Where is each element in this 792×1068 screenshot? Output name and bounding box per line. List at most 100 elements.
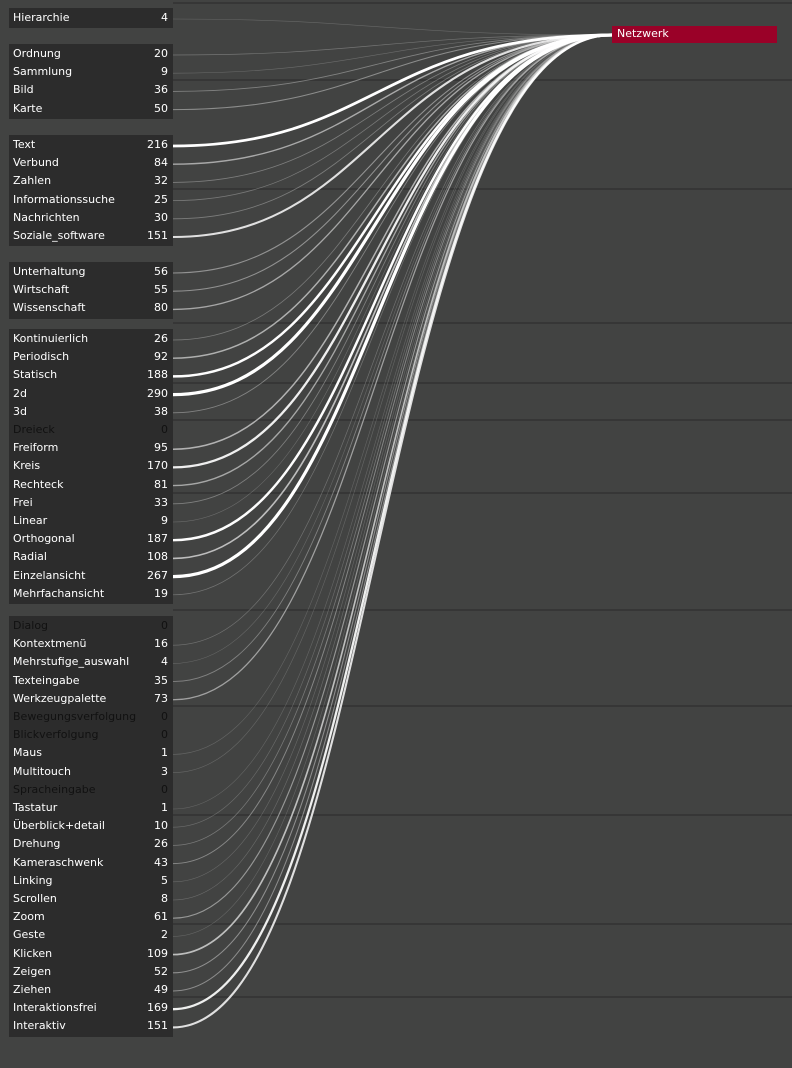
category-row[interactable]: Karte 50 <box>9 100 173 118</box>
target-node-netzwerk[interactable]: Netzwerk <box>612 26 777 43</box>
category-row[interactable]: Zahlen 32 <box>9 172 173 190</box>
category-label: Bewegungsverfolgung <box>13 710 137 723</box>
category-row[interactable]: Wirtschaft 55 <box>9 281 173 299</box>
category-count: 81 <box>154 477 168 491</box>
category-row[interactable]: Bewegungsverfolgung 0 <box>9 708 173 726</box>
category-row[interactable]: Texteingabe 35 <box>9 672 173 690</box>
category-row[interactable]: Tastatur 1 <box>9 799 173 817</box>
category-label: Orthogonal <box>13 532 75 546</box>
category-label: Drehung <box>13 837 61 851</box>
category-label: Nachrichten <box>13 210 80 224</box>
category-row[interactable]: Blickverfolgung 0 <box>9 726 173 744</box>
category-row[interactable]: Maus 1 <box>9 744 173 762</box>
category-row[interactable]: Interaktionsfrei 169 <box>9 999 173 1017</box>
category-row[interactable]: 2d 290 <box>9 385 173 403</box>
category-row[interactable]: Orthogonal 187 <box>9 530 173 548</box>
category-label: Ordnung <box>13 47 61 60</box>
category-count: 56 <box>154 265 168 278</box>
category-row[interactable]: Unterhaltung 56 <box>9 263 173 281</box>
category-row[interactable]: Spracheingabe 0 <box>9 781 173 799</box>
category-row[interactable]: Freiform 95 <box>9 439 173 457</box>
category-count: 92 <box>154 350 168 364</box>
category-row[interactable]: Soziale_software 151 <box>9 227 173 245</box>
category-row[interactable]: Zeigen 52 <box>9 963 173 981</box>
category-row[interactable]: Frei 33 <box>9 494 173 512</box>
category-row[interactable]: Dreieck 0 <box>9 421 173 439</box>
category-row[interactable]: Ziehen 49 <box>9 981 173 999</box>
category-count: 109 <box>147 946 168 960</box>
category-count: 52 <box>154 964 168 978</box>
category-label: Mehrstufige_auswahl <box>13 655 130 669</box>
category-group: Unterhaltung 56 Wirtschaft 55 Wissenschaft 80 <box>9 262 173 319</box>
category-row[interactable]: Statisch 188 <box>9 366 173 384</box>
category-row[interactable]: Zoom 61 <box>9 908 173 926</box>
category-row[interactable]: Kontextmenü 16 <box>9 635 173 653</box>
category-label: Linking <box>13 873 53 887</box>
category-row[interactable]: Klicken 109 <box>9 945 173 963</box>
category-row[interactable]: Multitouch 3 <box>9 763 173 781</box>
category-count: 16 <box>154 637 168 651</box>
category-count: 169 <box>147 1001 168 1015</box>
category-row[interactable]: Informationssuche 25 <box>9 191 173 209</box>
category-row[interactable]: 3d 38 <box>9 403 173 421</box>
category-count: 35 <box>154 673 168 687</box>
category-count: 50 <box>154 101 168 115</box>
category-row[interactable]: Nachrichten 30 <box>9 209 173 227</box>
category-count: 290 <box>147 386 168 400</box>
category-label: Radial <box>13 550 47 564</box>
category-row[interactable]: Linking 5 <box>9 872 173 890</box>
flow-line <box>172 34 613 274</box>
category-row[interactable]: Überblick+detail 10 <box>9 817 173 835</box>
category-row[interactable]: Kontinuierlich 26 <box>9 330 173 348</box>
flow-line <box>172 33 613 1029</box>
category-group: Text 216 Verbund 84 Zahlen 32 Informationssuch… <box>9 135 173 247</box>
category-row[interactable]: Scrollen 8 <box>9 890 173 908</box>
category-row[interactable]: Interaktiv 151 <box>9 1017 173 1035</box>
category-count: 36 <box>154 83 168 97</box>
category-row[interactable]: Einzelansicht 267 <box>9 567 173 585</box>
category-label: Kameraschwenk <box>13 855 104 869</box>
category-label: Geste <box>13 928 46 942</box>
category-label: Informationssuche <box>13 192 115 206</box>
category-row[interactable]: Drehung 26 <box>9 835 173 853</box>
category-row[interactable]: Mehrstufige_auswahl 4 <box>9 653 173 671</box>
category-label: Frei <box>13 495 33 509</box>
category-row[interactable]: Werkzeugpalette 73 <box>9 690 173 708</box>
category-row[interactable]: Bild 36 <box>9 81 173 99</box>
category-row[interactable]: Linear 9 <box>9 512 173 530</box>
category-row[interactable]: Rechteck 81 <box>9 476 173 494</box>
category-label: 3d <box>13 404 27 418</box>
category-row[interactable]: Kreis 170 <box>9 457 173 475</box>
category-row[interactable]: Ordnung 20 <box>9 45 173 63</box>
flow-line <box>172 18 613 36</box>
category-row[interactable]: Kameraschwenk 43 <box>9 854 173 872</box>
category-count: 32 <box>154 174 168 188</box>
flow-line <box>172 34 613 111</box>
category-row[interactable]: Dialog 0 <box>9 617 173 635</box>
category-row[interactable]: Text 216 <box>9 136 173 154</box>
category-label: Kontinuierlich <box>13 332 89 345</box>
category-label: Zahlen <box>13 174 52 188</box>
flow-line <box>172 34 613 56</box>
category-row[interactable]: Radial 108 <box>9 548 173 566</box>
category-row[interactable]: Geste 2 <box>9 926 173 944</box>
category-label: Überblick+detail <box>13 819 105 833</box>
category-row[interactable]: Wissenschaft 80 <box>9 299 173 317</box>
category-row[interactable]: Sammlung 9 <box>9 63 173 81</box>
category-row[interactable]: Verbund 84 <box>9 154 173 172</box>
category-row[interactable]: Mehrfachansicht 19 <box>9 585 173 603</box>
category-label: Verbund <box>13 156 59 170</box>
category-label: Dreieck <box>13 423 55 436</box>
category-count: 0 <box>161 710 168 723</box>
category-label: Zeigen <box>13 964 52 978</box>
target-label: Netzwerk <box>617 27 669 40</box>
category-label: Sammlung <box>13 65 73 79</box>
flow-line <box>172 34 613 292</box>
category-label: Periodisch <box>13 350 70 364</box>
category-row[interactable]: Hierarchie 4 <box>9 9 173 27</box>
category-label: Text <box>13 138 36 151</box>
category-count: 2 <box>161 928 168 942</box>
category-count: 187 <box>147 532 168 546</box>
category-row[interactable]: Periodisch 92 <box>9 348 173 366</box>
flow-line <box>172 33 613 397</box>
